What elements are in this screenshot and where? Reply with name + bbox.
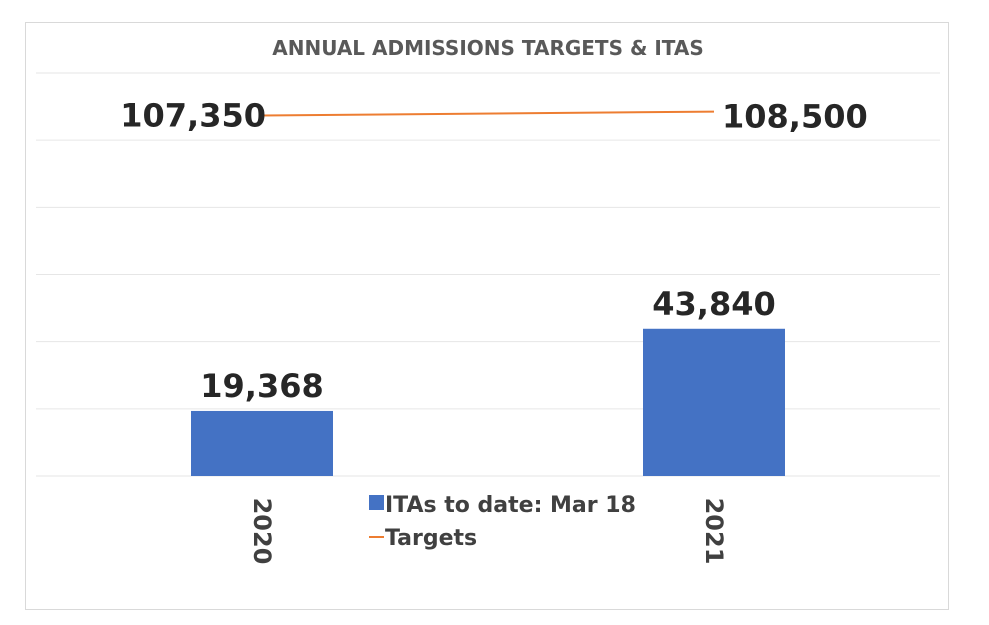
gridlines [36, 72, 940, 477]
target-label-2021: 108,500 [722, 98, 868, 136]
x-axis-ticks: 2020 2021 [248, 498, 728, 565]
x-tick-2021: 2021 [700, 498, 728, 565]
legend: ITAs to date: Mar 18 Targets [369, 493, 636, 551]
bar-2020 [191, 410, 333, 476]
x-tick-2020: 2020 [248, 498, 276, 565]
data-labels: 19,368 43,840 107,350 108,500 [120, 96, 868, 404]
chart-frame: ANNUAL ADMISSIONS TARGETS & ITAS 19,368 4… [25, 22, 949, 610]
line-series [261, 110, 715, 117]
bar-2021 [643, 328, 785, 476]
bar-series [191, 328, 785, 476]
bar-label-2021: 43,840 [652, 285, 775, 323]
target-label-2020: 107,350 [120, 96, 266, 134]
chart-title: ANNUAL ADMISSIONS TARGETS & ITAS [272, 36, 704, 60]
legend-line-label: Targets [385, 526, 477, 551]
legend-bar-label: ITAs to date: Mar 18 [385, 493, 636, 518]
legend-bar-swatch [369, 495, 384, 510]
chart-svg: ANNUAL ADMISSIONS TARGETS & ITAS 19,368 4… [36, 36, 940, 565]
bar-label-2020: 19,368 [200, 367, 323, 405]
targets-line [261, 110, 715, 117]
